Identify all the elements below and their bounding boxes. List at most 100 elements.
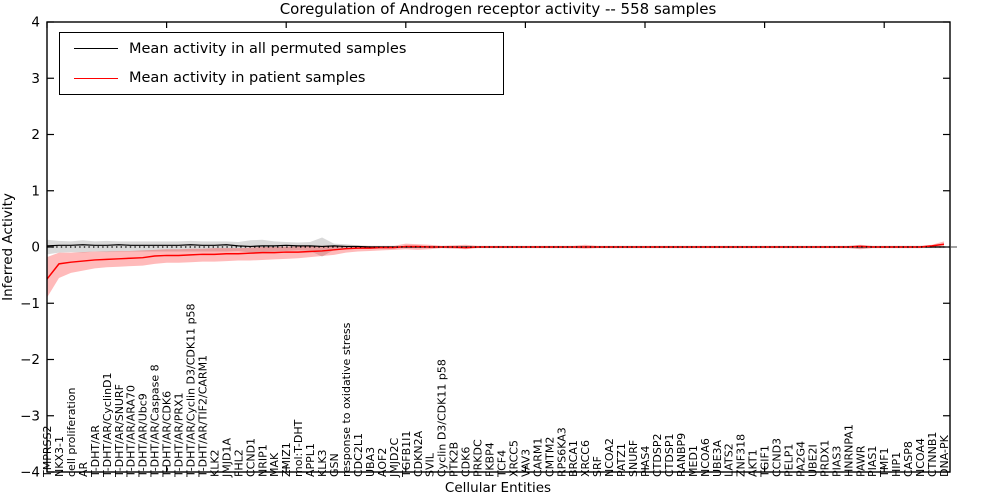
y-tick-label: 2: [31, 127, 40, 143]
x-category-label: SVIL: [424, 452, 437, 477]
x-category-label: CCND3: [771, 438, 784, 477]
y-axis-label: Inferred Activity: [0, 193, 16, 301]
x-category-label: NCOA2: [603, 438, 616, 477]
x-category-label: RPS6KA3: [555, 427, 568, 477]
x-category-label: XRCC5: [507, 440, 520, 477]
legend-label-permuted: Mean activity in all permuted samples: [129, 40, 407, 57]
x-category-label: T-DHT/AR: [89, 425, 102, 478]
x-category-label: CDK6: [460, 447, 473, 477]
x-category-label: T-DHT/AR/SNURF: [113, 384, 126, 478]
x-category-label: JMJD1A: [220, 438, 233, 478]
x-category-label: T-DHT/AR/Cyclin D3/CDK11 p58: [185, 303, 198, 478]
x-category-label: UBE2I: [806, 444, 819, 477]
x-category-label: NCOA6: [699, 438, 712, 477]
x-category-label: BRCA1: [567, 440, 580, 477]
y-tick-label: −2: [20, 352, 40, 368]
x-category-label: PIAS3: [830, 446, 843, 477]
legend-label-patient: Mean activity in patient samples: [129, 70, 366, 87]
x-category-label: XRCC6: [579, 440, 592, 477]
x-category-label: NRIP1: [256, 444, 269, 477]
x-category-label: CTNNB1: [926, 432, 939, 477]
line-patient: [46, 243, 945, 280]
band-patient: [47, 241, 944, 298]
y-tick-label: −1: [20, 296, 40, 312]
x-category-label: CASP8: [902, 441, 915, 477]
x-category-label: DNA-PK: [938, 434, 951, 477]
y-tick-label: −3: [20, 408, 40, 424]
x-category-label: T-DHT/AR/TIF2/CARM1: [196, 355, 209, 478]
legend-line-swatch-permuted: [74, 48, 118, 50]
x-category-label: T-DHT/AR/Caspase 8: [149, 364, 162, 478]
x-axis-label: Cellular Entities: [445, 480, 551, 496]
x-category-label: AR: [77, 461, 90, 477]
x-category-label: TMPRSS2: [41, 426, 54, 478]
x-category-label: JMJD2C: [388, 438, 401, 478]
x-category-label: PIAS4: [639, 446, 652, 477]
x-category-label: MAK: [268, 452, 281, 477]
y-tick-label: 0: [31, 240, 40, 256]
x-category-label: AKT1: [747, 449, 760, 477]
x-category-label: TMF1: [878, 447, 891, 478]
x-category-label: response to oxidative stress: [340, 322, 353, 477]
x-category-label: PA2G4: [794, 441, 807, 477]
x-category-label: PRKDC: [472, 439, 485, 477]
legend-item: Mean activity in patient samples: [74, 64, 503, 92]
x-category-label: TCF4: [495, 450, 508, 478]
x-category-label: PAWR: [854, 445, 867, 477]
y-tick-label: 4: [31, 15, 40, 31]
x-category-label: SNURF: [627, 440, 640, 477]
x-category-label: MED1: [687, 445, 700, 477]
x-category-label: RANBP9: [675, 433, 688, 477]
x-category-label: PATZ1: [615, 443, 628, 477]
x-category-label: UBE3A: [711, 439, 724, 477]
x-category-label: PRDX1: [818, 440, 831, 477]
x-category-label: CDKN2A: [412, 430, 425, 477]
x-category-label: CTDSP1: [663, 434, 676, 477]
x-category-label: FKBP4: [484, 442, 497, 477]
x-category-label: SRF: [591, 456, 604, 477]
x-category-label: PIAS1: [866, 446, 879, 477]
x-category-label: NKX3-1: [53, 436, 66, 477]
x-category-label: KLK2: [208, 449, 221, 477]
x-category-label: T-DHT/AR/CyclinD1: [101, 372, 114, 478]
chart-title: Coregulation of Androgen receptor activi…: [280, 0, 717, 18]
x-category-label: ZMIZ1: [280, 442, 293, 477]
x-category-label: TGFB1I1: [400, 431, 413, 478]
x-category-label: VAV3: [519, 449, 532, 477]
legend: Mean activity in all permuted samples Me…: [59, 32, 504, 95]
x-category-label: CCND1: [244, 438, 257, 477]
x-category-label: HIP1: [890, 452, 903, 477]
x-category-label: PELP1: [783, 444, 796, 477]
x-category-label: CTDSP2: [651, 434, 664, 477]
x-category-label: FHL2: [232, 449, 245, 477]
y-tick-label: 1: [31, 183, 40, 199]
x-category-label: PTK2B: [448, 442, 461, 477]
x-category-label: T-DHT/AR/ARA70: [125, 385, 138, 478]
x-category-label: CMTM2: [543, 437, 556, 477]
x-category-label: ZNF318: [735, 434, 748, 477]
x-category-label: T-DHT/AR/PRX1: [173, 392, 186, 478]
x-category-label: NCOA4: [914, 438, 927, 477]
x-category-label: CARM1: [531, 438, 544, 477]
x-category-label: KLK3: [316, 449, 329, 477]
x-category-label: Cyclin D3/CDK11 p58: [436, 359, 449, 477]
y-tick-label: 3: [31, 71, 40, 87]
x-category-label: HNRNPA1: [842, 424, 855, 477]
x-category-label: T-DHT/AR/CDK6: [161, 391, 174, 478]
x-category-label: AOF2: [376, 448, 389, 477]
legend-line-swatch-patient: [74, 77, 118, 79]
x-category-label: T-DHT/AR/Ubc9: [137, 393, 150, 478]
x-category-label: GSN: [328, 453, 341, 477]
x-category-label: LATS2: [723, 443, 736, 477]
y-tick-label: −4: [20, 465, 40, 481]
legend-item: Mean activity in all permuted samples: [74, 35, 503, 63]
x-category-label: mol:T-DHT: [292, 419, 305, 477]
x-category-label: APPL1: [304, 443, 317, 477]
x-category-label: cell proliferation: [65, 387, 78, 477]
x-category-label: CDC2L1: [352, 433, 365, 477]
x-category-label: UBA3: [364, 447, 377, 477]
x-category-label: TGIF1: [759, 445, 772, 478]
